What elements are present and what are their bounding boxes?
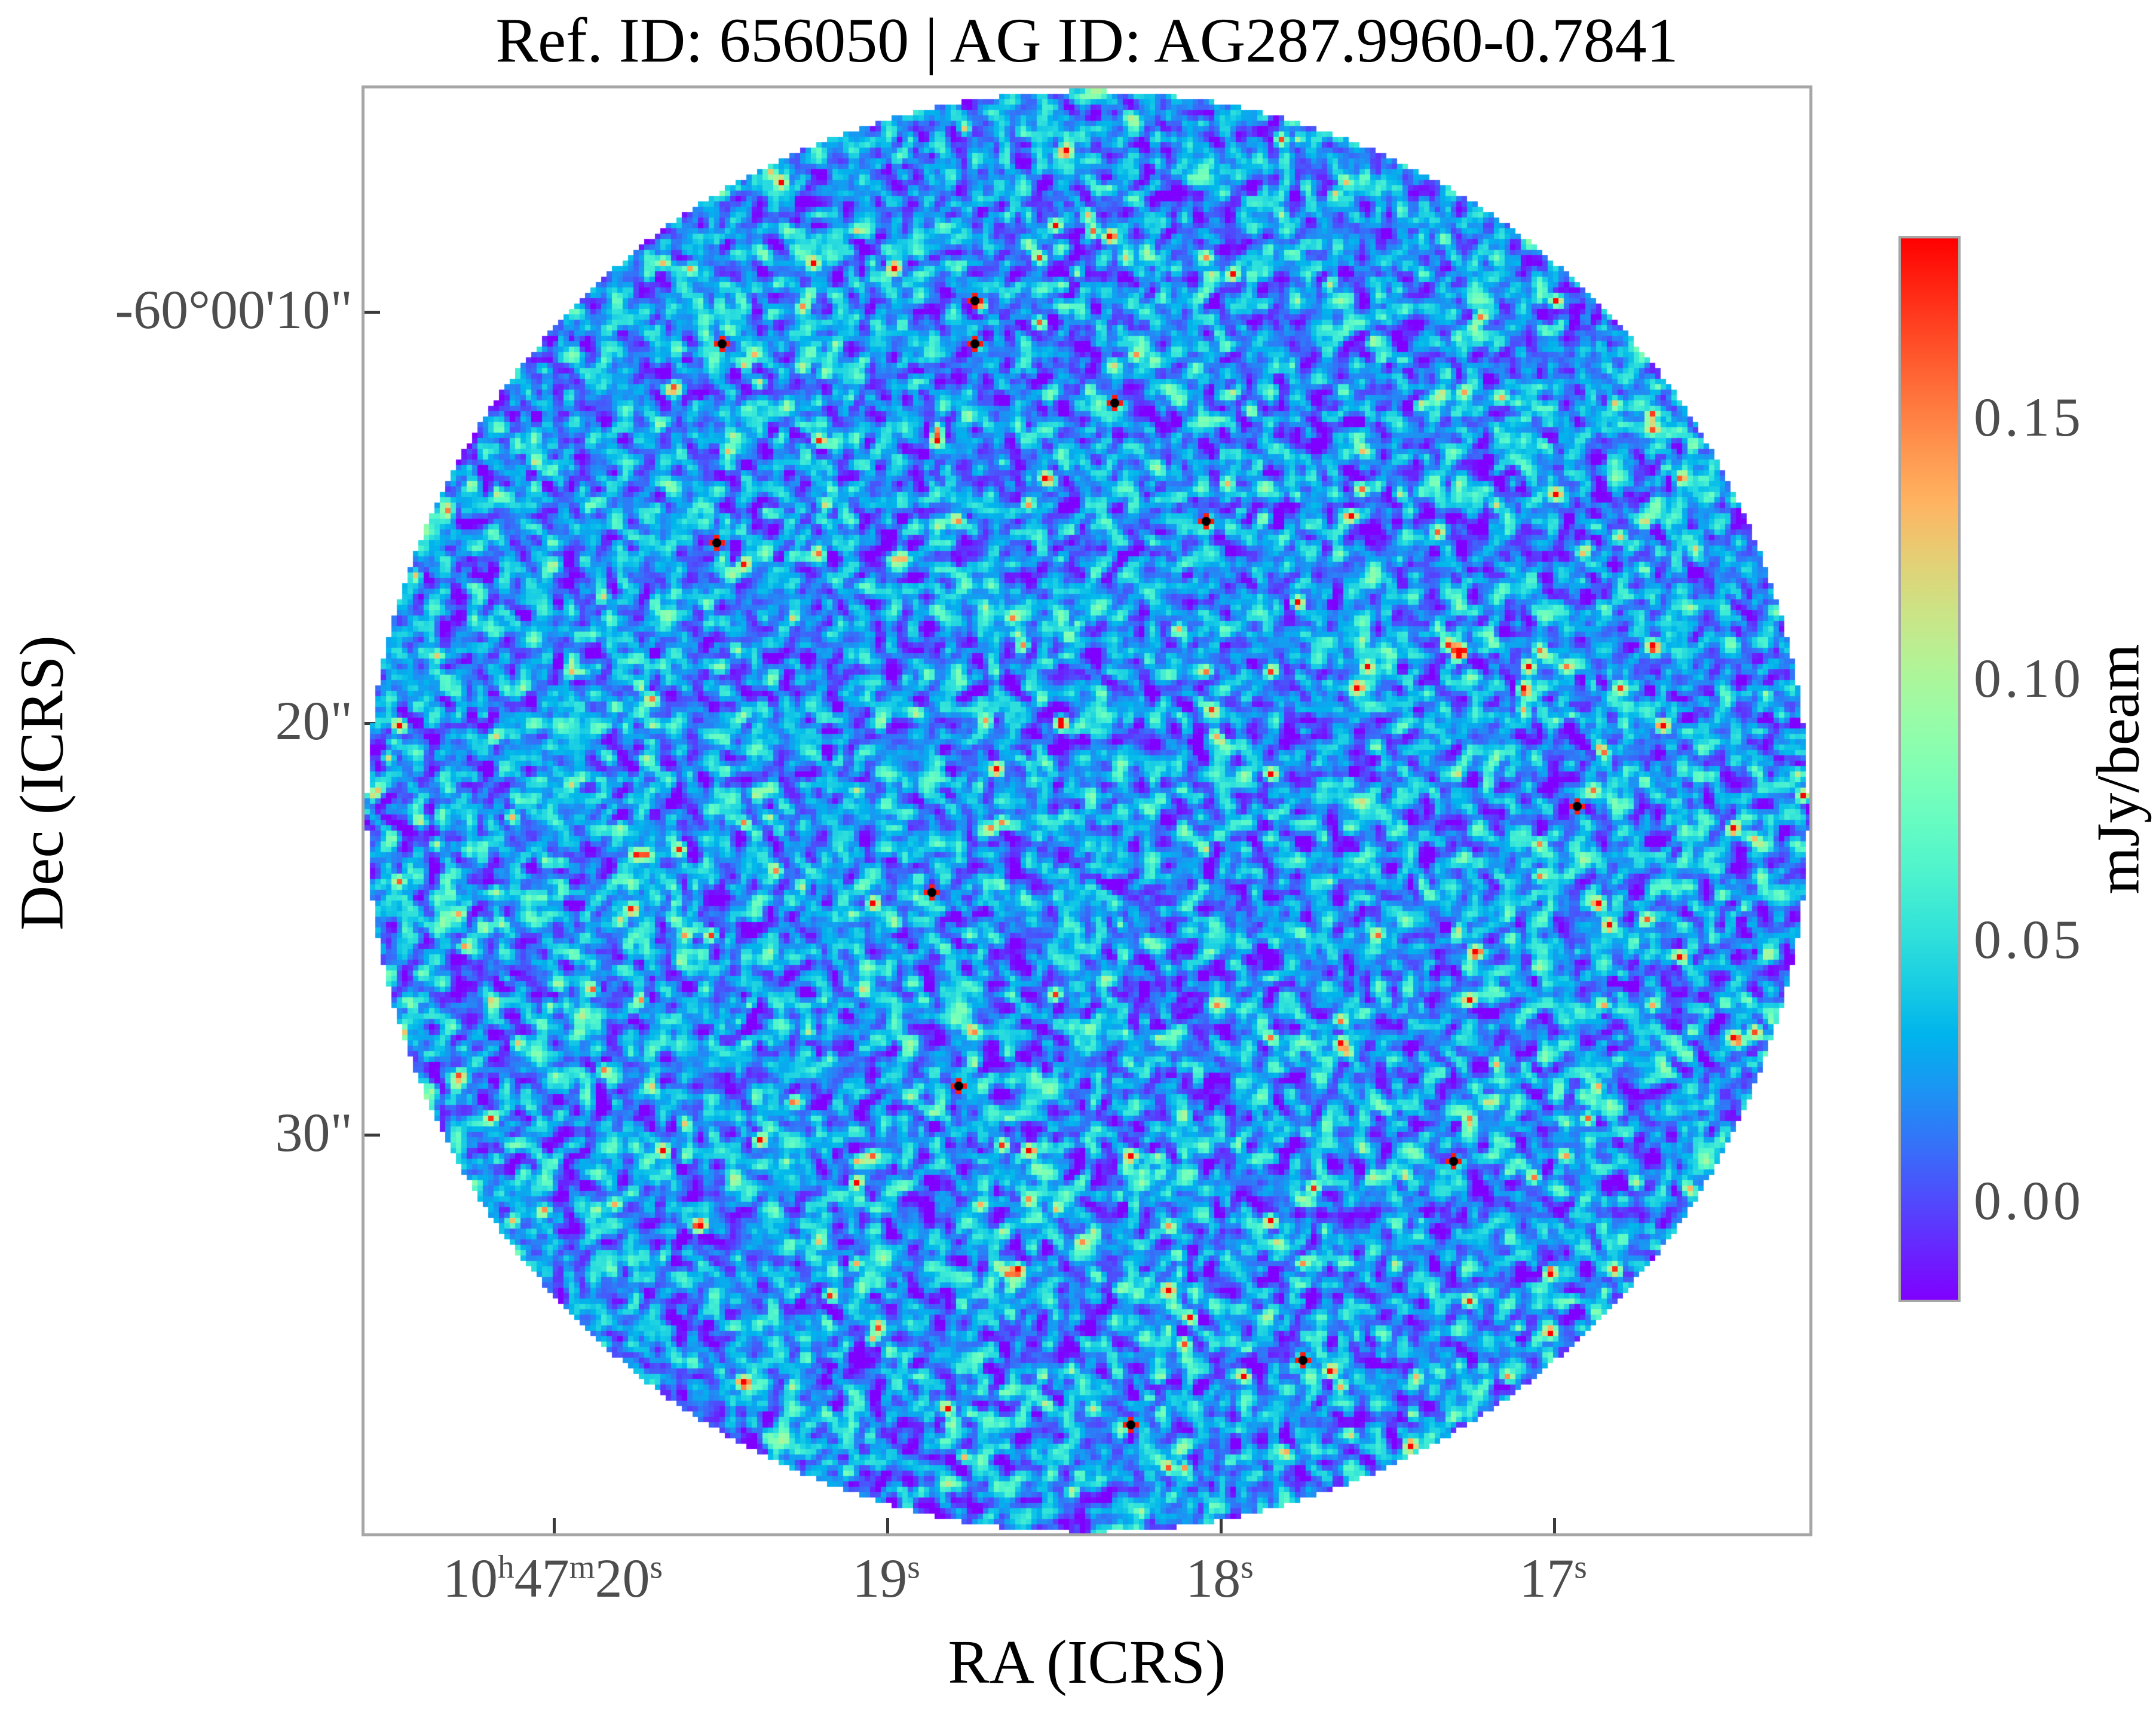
- plot-title: Ref. ID: 656050 | AG ID: AG287.9960-0.78…: [495, 5, 1679, 75]
- colorbar-tick-label: 0.15: [1974, 386, 2084, 448]
- x-tick-label: 10h47m20s: [442, 1548, 663, 1609]
- y-tick-label: 30": [275, 1101, 353, 1163]
- colorbar-tick-label: 0.10: [1974, 647, 2084, 709]
- y-tick-label: 20": [275, 690, 353, 751]
- colorbar-gradient: [1901, 238, 1958, 1300]
- x-axis-label: RA (ICRS): [948, 1628, 1226, 1696]
- colorbar-axis-label: mJy/beam: [2084, 644, 2152, 895]
- sky-noise-heatmap: [365, 88, 1809, 1533]
- plot-frame: [362, 85, 1812, 1536]
- colorbar: [1898, 236, 1961, 1302]
- x-tick-label: 17s: [1519, 1548, 1587, 1609]
- y-axis-label: Dec (ICRS): [7, 635, 76, 930]
- x-tick-label: 18s: [1186, 1548, 1254, 1609]
- y-tick-label: -60°00'10": [115, 278, 353, 340]
- colorbar-tick-label: 0.00: [1974, 1169, 2084, 1231]
- x-tick-label: 19s: [852, 1548, 920, 1609]
- colorbar-tick-label: 0.05: [1974, 908, 2084, 970]
